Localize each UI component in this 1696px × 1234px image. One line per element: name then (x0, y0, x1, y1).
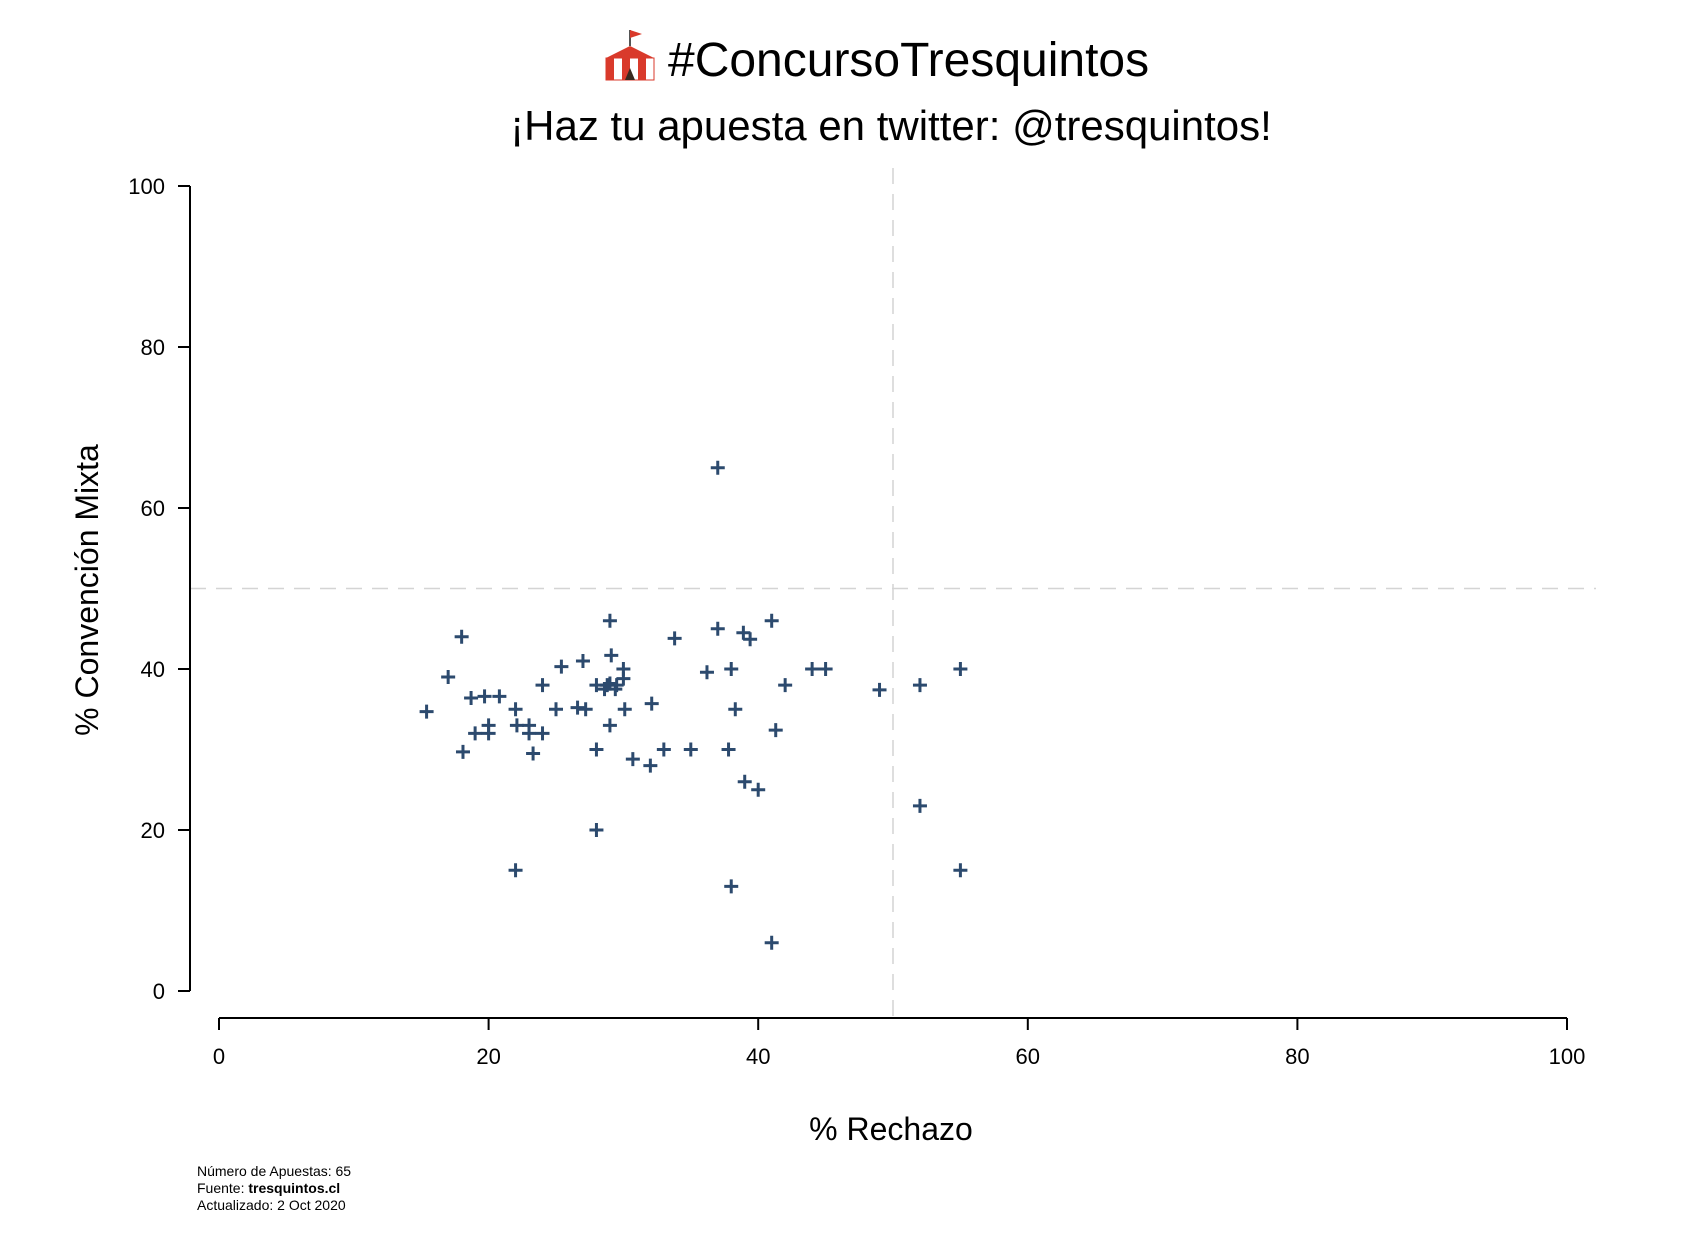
data-point (805, 662, 820, 676)
data-point (643, 758, 658, 773)
data-point (602, 613, 617, 628)
data-point (419, 704, 434, 719)
x-tick-label: 40 (746, 1044, 770, 1069)
data-points (419, 460, 968, 950)
data-point (575, 653, 590, 668)
updated-date: Actualizado: 2 Oct 2020 (197, 1197, 346, 1213)
data-point (743, 632, 758, 647)
y-tick-label: 100 (128, 174, 165, 199)
data-point (656, 742, 671, 757)
data-point (724, 662, 739, 676)
data-point (724, 879, 739, 894)
data-point (589, 823, 604, 837)
data-point (818, 662, 833, 676)
data-point (455, 744, 470, 759)
y-tick-label: 60 (141, 496, 165, 521)
data-point (751, 782, 766, 797)
x-tick-label: 0 (213, 1044, 225, 1069)
data-point (912, 678, 927, 693)
data-point (736, 625, 751, 640)
data-point (699, 665, 714, 680)
data-point (728, 702, 743, 717)
source-prefix: Fuente: (197, 1180, 249, 1196)
data-point (535, 678, 550, 693)
data-point (492, 689, 507, 704)
x-tick-label: 80 (1285, 1044, 1309, 1069)
y-tick-label: 0 (153, 979, 165, 1004)
data-point (468, 726, 483, 741)
bet-count: Número de Apuestas: 65 (197, 1163, 352, 1179)
chart-subtitle: ¡Haz tu apuesta en twitter: @tresquintos… (510, 102, 1272, 149)
data-point (441, 670, 456, 685)
footer-notes: Número de Apuestas: 65 Fuente: tresquint… (197, 1163, 351, 1214)
circus-tent-icon (605, 30, 655, 81)
data-point (953, 662, 968, 676)
data-point (602, 676, 617, 691)
data-point (570, 700, 585, 715)
y-tick-label: 40 (141, 657, 165, 682)
x-axis-title: % Rechazo (809, 1111, 973, 1147)
data-point (602, 718, 617, 733)
reference-lines (190, 168, 1596, 1018)
data-point (778, 678, 793, 693)
data-point (508, 702, 523, 717)
y-axis-title: % Convención Mixta (69, 444, 105, 736)
x-tick-label: 60 (1016, 1044, 1040, 1069)
data-point (549, 702, 563, 717)
data-point (578, 702, 593, 717)
data-point (604, 648, 619, 663)
data-point (625, 752, 640, 767)
x-tick-label: 100 (1549, 1044, 1586, 1069)
data-point (454, 629, 469, 644)
data-point (768, 723, 783, 738)
data-point (872, 682, 887, 697)
data-point (721, 742, 736, 757)
data-point (464, 690, 479, 705)
data-point (617, 702, 632, 717)
data-point (644, 696, 659, 711)
data-point (522, 726, 537, 741)
data-point (764, 935, 779, 950)
data-point (953, 863, 968, 878)
data-point (764, 613, 779, 628)
data-point (526, 746, 541, 761)
data-point (667, 631, 682, 646)
data-point (477, 689, 492, 704)
data-point (508, 863, 523, 878)
chart-title: #ConcursoTresquintos (668, 34, 1149, 87)
source-name: tresquintos.cl (248, 1180, 341, 1196)
x-tick-label: 20 (476, 1044, 500, 1069)
axes: 0 20 40 60 80 100 0 20 40 60 80 100 (128, 174, 1585, 1069)
data-point (710, 460, 725, 475)
data-point (535, 726, 550, 741)
data-point (509, 718, 524, 733)
y-tick-label: 80 (141, 335, 165, 360)
data-point (589, 742, 604, 757)
data-point (912, 798, 927, 813)
data-point (737, 774, 752, 789)
data-point (554, 659, 569, 674)
data-point (616, 671, 631, 686)
data-point (481, 726, 496, 741)
source-line: Fuente: tresquintos.cl (197, 1180, 351, 1197)
y-tick-label: 20 (141, 818, 165, 843)
data-point (710, 621, 725, 636)
data-point (683, 742, 698, 757)
